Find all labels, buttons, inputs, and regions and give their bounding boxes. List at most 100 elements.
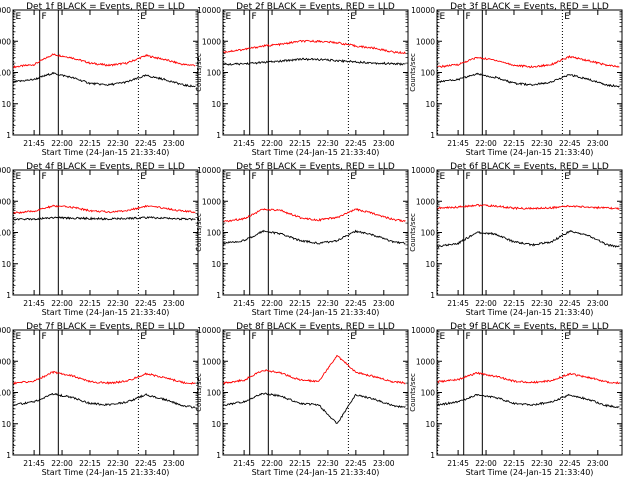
interval-marker-label: E (439, 332, 445, 342)
x-tick-label: 22:15 (79, 459, 101, 468)
x-tick-label: 23:00 (587, 139, 609, 148)
x-tick-label: 22:15 (289, 299, 311, 308)
chart-panel-2: Det 2f BLACK = Events, RED = LLD 1 10 100 10… (195, 2, 409, 157)
y-tick-label: 10 (1, 100, 11, 109)
plot-frame (436, 169, 623, 296)
y-tick-label: 1 (216, 291, 221, 300)
x-tick-label: 22:45 (559, 459, 581, 468)
chart-panel-9: Det 9f BLACK = Events, RED = LLD 1 10 100 10… (409, 322, 623, 477)
interval-marker-label: E (15, 332, 21, 342)
y-tick-label: 100 (207, 69, 222, 78)
interval-marker-label: E (564, 172, 570, 182)
chart-title: Det 2f BLACK = Events, RED = LLD (236, 2, 395, 12)
interval-marker-label: F (466, 12, 471, 22)
y-tick-label: 100 (421, 229, 436, 238)
y-tick-label: 1 (430, 451, 435, 460)
lld-rate-line (13, 370, 196, 385)
interval-marker-label: F (252, 332, 257, 342)
events-rate-line (223, 229, 406, 245)
x-tick-label: 22:30 (317, 139, 339, 148)
y-tick-label: 100 (0, 69, 11, 78)
x-tick-label: 22:00 (51, 459, 73, 468)
x-tick-label: 23:00 (587, 299, 609, 308)
chart-panel-7: Det 7f BLACK = Events, RED = LLD 1 10 100 10… (0, 322, 199, 477)
x-tick-label: 22:00 (475, 299, 497, 308)
x-axis-label: Start Time (24-Jan-15 21:33:40) (466, 468, 594, 477)
x-tick-label: 22:45 (135, 139, 157, 148)
x-tick-label: 22:15 (79, 299, 101, 308)
lld-rate-line (437, 55, 620, 69)
interval-marker-label: E (439, 12, 445, 22)
events-rate-line (437, 72, 620, 88)
x-tick-label: 21:45 (233, 139, 255, 148)
events-rate-line (13, 216, 196, 221)
chart-panel-5: Det 5f BLACK = Events, RED = LLD 1 10 100 10… (195, 162, 409, 317)
x-axis-label: Start Time (24-Jan-15 21:33:40) (42, 148, 170, 157)
interval-marker-label: E (140, 172, 146, 182)
interval-marker-label: E (350, 332, 356, 342)
plot-frame (222, 9, 409, 136)
interval-marker-label: E (15, 172, 21, 182)
y-tick-label: 1 (216, 131, 221, 140)
chart-title: Det 3f BLACK = Events, RED = LLD (450, 2, 609, 12)
y-tick-label: 1000 (0, 37, 11, 46)
lld-rate-line (437, 203, 620, 211)
lld-rate-line (13, 204, 196, 215)
x-tick-label: 21:45 (23, 459, 45, 468)
chart-panel-6: Det 6f BLACK = Events, RED = LLD 1 10 100 10… (409, 162, 623, 317)
interval-marker-label: E (225, 172, 231, 182)
y-tick-label: 1 (430, 131, 435, 140)
x-tick-label: 22:30 (317, 299, 339, 308)
x-tick-label: 22:00 (261, 299, 283, 308)
x-tick-label: 22:00 (261, 139, 283, 148)
interval-marker-label: E (564, 332, 570, 342)
chart-panel-4: Det 4f BLACK = Events, RED = LLD 1 10 100 10… (0, 162, 199, 317)
x-tick-label: 23:00 (373, 139, 395, 148)
y-tick-label: 100 (421, 389, 436, 398)
y-tick-label: 100 (207, 229, 222, 238)
events-rate-line (223, 392, 406, 424)
y-tick-label: 1000 (202, 357, 221, 366)
x-tick-label: 21:45 (447, 299, 469, 308)
interval-marker-label: F (42, 172, 47, 182)
y-tick-label: 10000 (411, 6, 435, 15)
y-tick-label: 1000 (416, 37, 435, 46)
y-tick-label: 1 (6, 131, 11, 140)
y-tick-label: 10 (1, 260, 11, 269)
interval-marker-label: F (252, 12, 257, 22)
y-tick-label: 10000 (197, 326, 221, 335)
plot-frame (222, 169, 409, 296)
x-axis-label: Start Time (24-Jan-15 21:33:40) (466, 148, 594, 157)
x-tick-label: 21:45 (23, 299, 45, 308)
y-axis-label: Counts/sec (195, 213, 203, 252)
y-tick-label: 10000 (0, 326, 11, 335)
x-axis-label: Start Time (24-Jan-15 21:33:40) (252, 308, 380, 317)
y-tick-label: 1000 (202, 37, 221, 46)
x-tick-label: 23:00 (163, 459, 185, 468)
x-tick-label: 22:00 (261, 459, 283, 468)
x-tick-label: 22:15 (503, 299, 525, 308)
y-tick-label: 10000 (411, 326, 435, 335)
interval-marker-label: E (15, 12, 21, 22)
x-tick-label: 21:45 (233, 459, 255, 468)
x-tick-label: 22:30 (531, 139, 553, 148)
plot-frame (12, 9, 199, 136)
lld-rate-line (223, 207, 406, 223)
x-tick-label: 21:45 (447, 459, 469, 468)
plot-frame (436, 9, 623, 136)
x-tick-label: 23:00 (587, 459, 609, 468)
x-tick-label: 22:15 (79, 139, 101, 148)
interval-marker-label: F (466, 332, 471, 342)
chart-title: Det 6f BLACK = Events, RED = LLD (450, 162, 609, 172)
x-axis-label: Start Time (24-Jan-15 21:33:40) (42, 468, 170, 477)
x-tick-label: 22:15 (289, 139, 311, 148)
x-tick-label: 23:00 (163, 139, 185, 148)
x-tick-label: 22:30 (317, 459, 339, 468)
x-tick-label: 22:45 (345, 459, 367, 468)
y-tick-label: 1000 (416, 357, 435, 366)
y-tick-label: 10 (425, 420, 435, 429)
x-tick-label: 22:30 (107, 299, 129, 308)
interval-marker-label: E (350, 172, 356, 182)
chart-title: Det 4f BLACK = Events, RED = LLD (26, 162, 185, 172)
